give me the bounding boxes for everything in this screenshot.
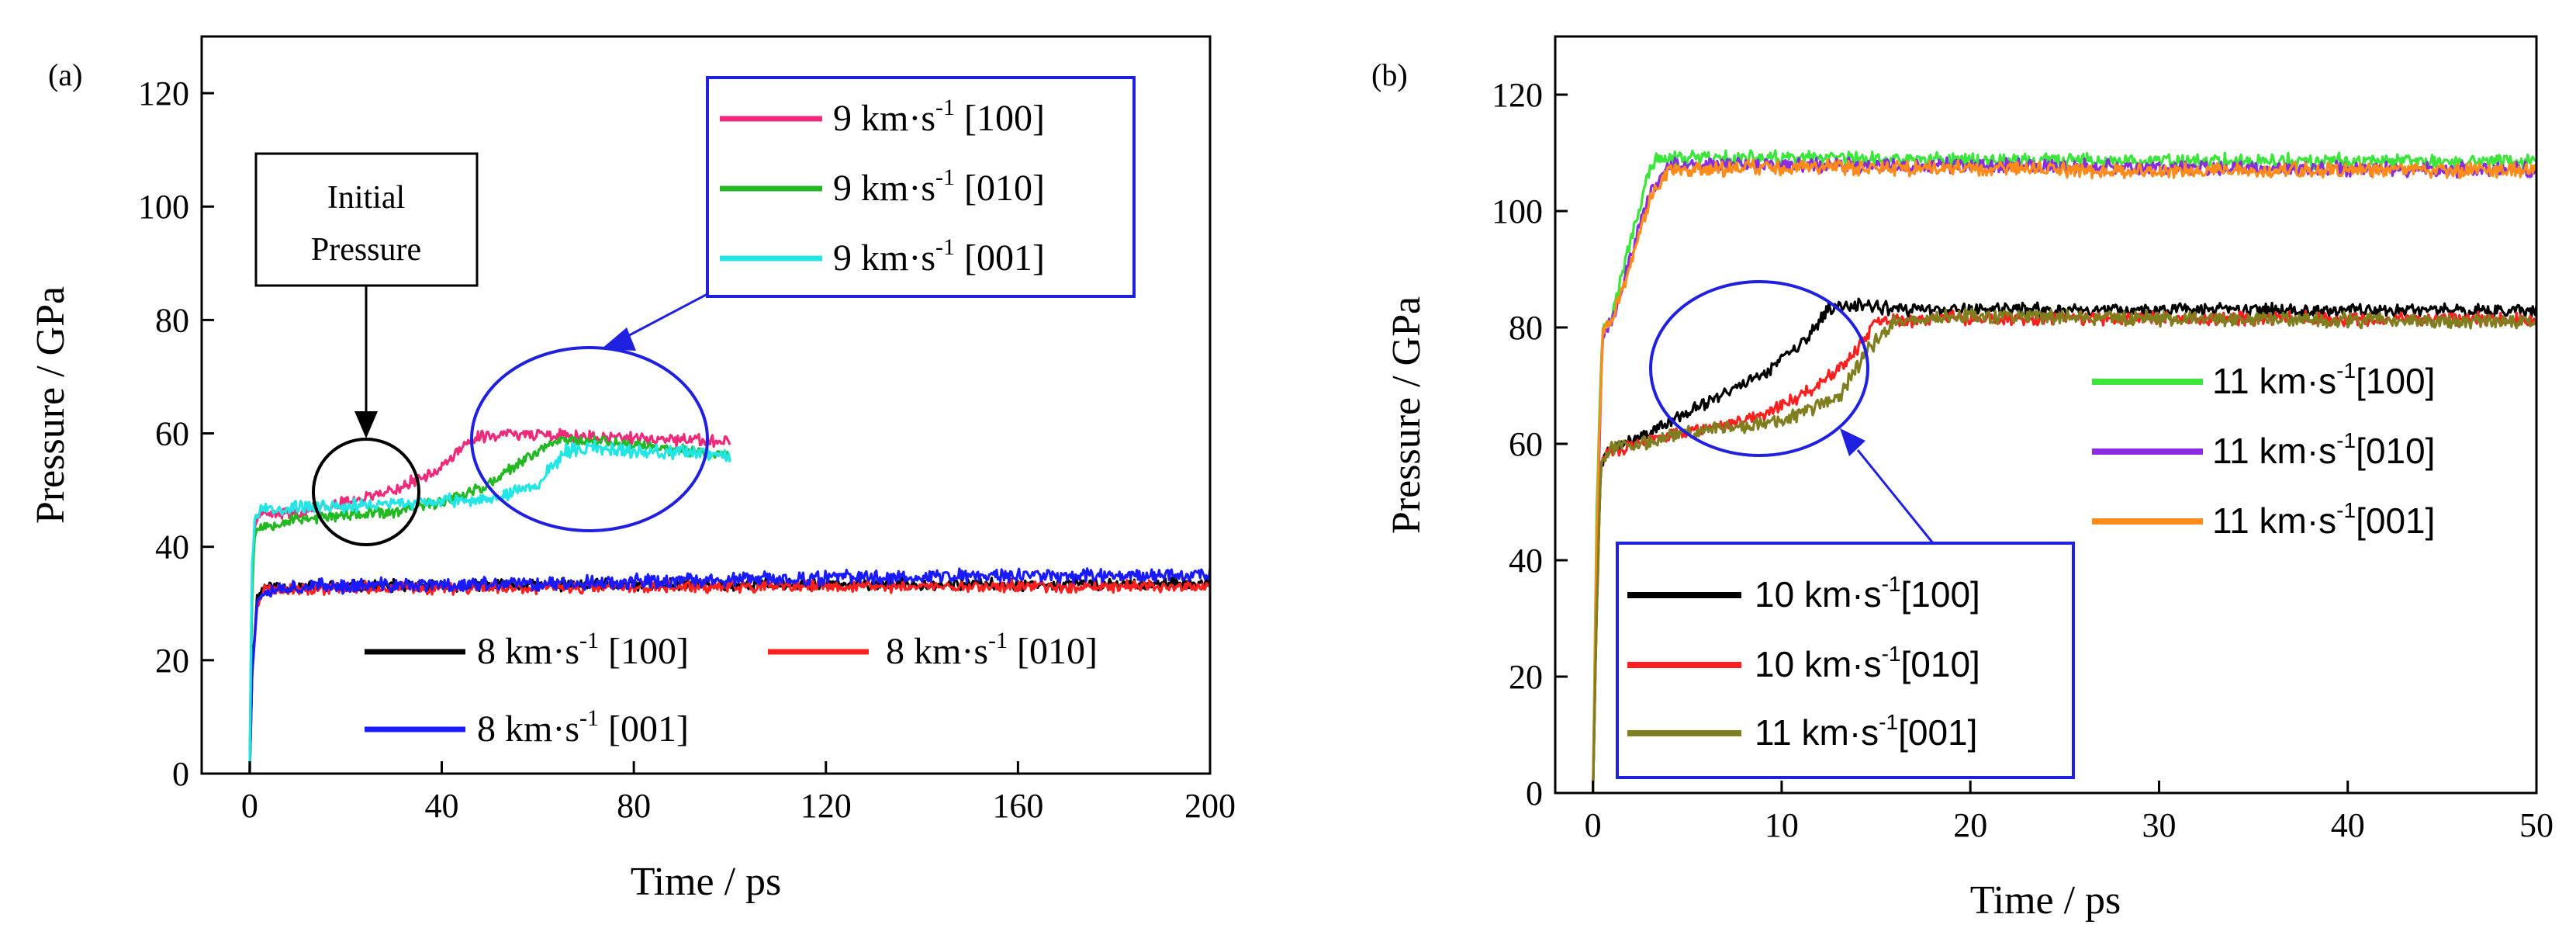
panel-a-y-tick-label: 120 (138, 74, 189, 113)
legend-item-9-001: 9 km·s-1 [001] (720, 234, 1045, 279)
panel-b-legend-right: 11 km·s-1[100] 11 km·s-1[010] 11 km·s-1[… (2092, 358, 2435, 541)
panel-b-x-tick-label: 10 (1765, 806, 1799, 844)
panel-a-legend-bottom: 8 km·s-1 [100] 8 km·s-1 [010] 8 km·s-1 [… (365, 628, 1098, 750)
panel-a-label: (a) (48, 57, 82, 92)
panel-b-y-tick-label: 80 (1509, 309, 1543, 347)
panel-a-x-tick-label: 160 (992, 787, 1043, 825)
panel-a-series-line-4 (248, 435, 731, 774)
panel-b-x-axis-label: Time / ps (1970, 878, 2121, 923)
initial-pressure-circle (312, 438, 420, 546)
legend-item-11-001-orange: 11 km·s-1[001] (2092, 498, 2435, 541)
panel-a-series-line-2 (248, 567, 1212, 774)
legend-label: 8 km·s-1 [001] (477, 705, 689, 750)
panel-a-x-tick-label: 40 (425, 787, 459, 825)
panel-a-series-line-5 (248, 439, 731, 774)
legend-label: 9 km·s-1 [001] (833, 234, 1045, 279)
panel-a: (a) 0 20 40 60 80 100 120 0 40 80 120 160 200 Time … (29, 35, 1236, 904)
legend-item-10-010-red: 10 km·s-1[010] (1627, 642, 1980, 684)
legend-label: 11 km·s-1[001] (2212, 498, 2435, 541)
panel-a-y-axis-label: Pressure / GPa (29, 286, 73, 524)
panel-b-series-line-4 (1592, 158, 2538, 794)
panel-a-y-tick-label: 60 (155, 415, 189, 453)
panel-a-y-tick-label: 80 (155, 301, 189, 339)
legend-label: 9 km·s-1 [010] (833, 164, 1045, 209)
panel-a-y-tick-label: 20 (155, 642, 189, 680)
panel-a-x-axis-label: Time / ps (631, 860, 782, 904)
legend-label: 11 km·s-1[001] (1755, 710, 1977, 753)
legend-item-11-001-olive: 11 km·s-1[001] (1627, 710, 1977, 753)
legend-item-8-001: 8 km·s-1 [001] (365, 705, 689, 750)
panel-b-y-tick-label: 40 (1509, 542, 1543, 580)
legend-item-10-100-black: 10 km·s-1[100] (1627, 572, 1980, 615)
panel-a-plot-area (248, 428, 1212, 774)
legend-label: 8 km·s-1 [010] (886, 628, 1098, 672)
panel-a-x-tick-label: 200 (1184, 787, 1236, 825)
panel-a-y-ticks: 0 20 40 60 80 100 120 (138, 74, 214, 793)
panel-a-highlight-ellipse (470, 346, 709, 532)
panel-b-x-tick-label: 0 (1585, 806, 1602, 844)
panel-a-highlight-arrow-head (601, 327, 636, 351)
panel-b-x-ticks: 0 10 20 30 40 50 (1585, 781, 2554, 844)
panel-a-legend-top: 9 km·s-1 [100] 9 km·s-1 [010] 9 km·s-1 [… (706, 76, 1136, 298)
legend-item-11-010-purple: 11 km·s-1[010] (2092, 428, 2435, 471)
panel-a-x-tick-label: 0 (241, 787, 258, 825)
panel-b-plot-area (1592, 149, 2538, 794)
panel-b-x-tick-label: 30 (2142, 806, 2176, 844)
panel-a-x-tick-label: 80 (617, 787, 651, 825)
legend-label: 10 km·s-1[010] (1755, 642, 1980, 684)
legend-label: 11 km·s-1[010] (2212, 428, 2435, 471)
panel-b-series-line-0 (1592, 297, 2538, 794)
panel-b-x-tick-label: 40 (2331, 806, 2365, 844)
panel-b-x-tick-label: 50 (2519, 806, 2554, 844)
panel-a-x-ticks: 0 40 80 120 160 200 (241, 761, 1236, 825)
panel-b-highlight-arrow-shaft (1856, 449, 1935, 544)
panel-b-label: (b) (1371, 57, 1408, 92)
initial-pressure-line-2: Pressure (311, 232, 421, 268)
panel-a-y-tick-label: 100 (138, 188, 189, 226)
panel-b-series-line-5 (1592, 307, 2538, 794)
panel-b: (b) 0 20 40 60 80 100 120 0 10 20 30 40 50 Time / p… (1371, 35, 2554, 923)
legend-item-11-100-green: 11 km·s-1[100] (2092, 358, 2435, 401)
panel-b-y-axis-label: Pressure / GPa (1385, 296, 1429, 534)
panel-b-x-tick-label: 20 (1953, 806, 1987, 844)
panel-a-y-tick-label: 0 (172, 755, 189, 793)
initial-pressure-box (254, 152, 479, 287)
legend-item-9-100: 9 km·s-1 [100] (720, 95, 1045, 139)
panel-b-y-ticks: 0 20 40 60 80 100 120 (1492, 76, 1568, 812)
panel-b-y-tick-label: 0 (1526, 774, 1543, 812)
legend-label: 10 km·s-1[100] (1755, 572, 1980, 615)
legend-label: 8 km·s-1 [100] (477, 628, 689, 672)
panel-b-y-tick-label: 20 (1509, 658, 1543, 696)
legend-item-8-100: 8 km·s-1 [100] (365, 628, 689, 672)
legend-item-9-010: 9 km·s-1 [010] (720, 164, 1045, 209)
panel-b-highlight-arrow-head (1840, 428, 1865, 456)
panel-b-y-tick-label: 100 (1492, 192, 1543, 230)
panel-b-frame (1554, 35, 2538, 795)
panel-b-y-tick-label: 60 (1509, 425, 1543, 463)
panel-b-y-tick-label: 120 (1492, 76, 1543, 114)
initial-pressure-arrow-head (354, 411, 378, 438)
panel-b-legend-bottom-box (1616, 542, 2075, 779)
legend-item-8-010: 8 km·s-1 [010] (768, 628, 1098, 672)
panel-b-legend-bottom: 10 km·s-1[100] 10 km·s-1[010] 11 km·s-1[… (1616, 542, 2075, 779)
panel-a-x-tick-label: 120 (800, 787, 852, 825)
initial-pressure-line-1: Initial (327, 180, 405, 216)
legend-label: 9 km·s-1 [100] (833, 95, 1045, 139)
panel-a-frame (200, 35, 1212, 775)
panel-a-y-tick-label: 40 (155, 528, 189, 566)
legend-label: 11 km·s-1[100] (2212, 358, 2435, 401)
panel-b-highlight-ellipse (1649, 280, 1869, 457)
initial-pressure-annotation: Initial Pressure (254, 152, 479, 546)
